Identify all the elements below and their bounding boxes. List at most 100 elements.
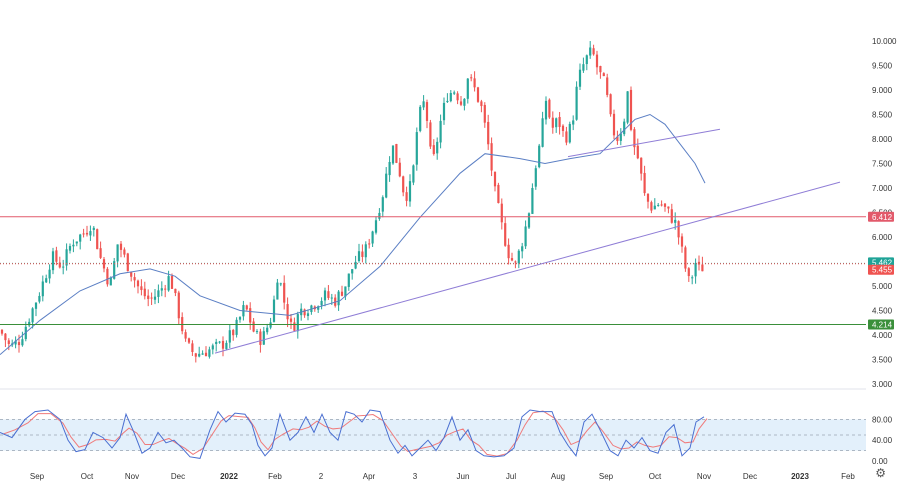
candle-body [51,251,55,271]
candle-body [215,341,218,345]
candle-body [89,231,92,236]
candle-body [41,281,44,297]
candle-body [201,353,204,355]
candle-body [344,286,347,297]
candle-body [119,243,123,250]
candle-body [34,302,38,309]
candle-body [62,266,65,268]
candle-body [218,341,221,343]
candle-body [38,295,41,302]
candle-body [150,297,153,299]
candle-body [75,241,78,244]
time-tick-label: Nov [125,472,139,481]
candle-body [402,176,405,193]
candle-body [164,288,167,290]
candle-body [650,202,653,211]
price-tick-label: 8.500 [872,111,893,120]
candle-body [623,121,626,135]
candle-body [160,288,163,291]
candle-body [82,233,85,235]
candle-body [340,291,344,296]
candle-body [589,47,592,56]
candle-body [558,117,561,127]
candle-body [371,231,374,244]
candle-body [153,296,157,300]
candle-body [527,213,531,228]
candle-body [317,306,320,310]
candle-body [555,118,558,128]
oscillator-tick-label: 0.00 [872,457,888,466]
candle-body [405,192,408,201]
time-tick-label: Feb [841,472,855,481]
oscillator-tick-label: 80.00 [872,415,893,424]
candle-body [684,247,687,269]
time-tick-label: Dec [743,472,757,481]
candle-body [31,308,34,323]
candle-body [245,305,248,310]
candle-body [272,299,276,322]
candle-body [514,261,517,263]
candle-body [208,349,211,357]
candle-body [653,205,656,210]
candle-body [483,104,486,123]
price-tag-label: 6.412 [872,213,893,222]
time-tick-label: Aug [551,472,565,481]
price-tick-label: 5.000 [872,282,893,291]
candle-body [459,101,463,105]
candle-body [646,193,650,202]
time-tick-label: Apr [363,472,376,481]
candle-body [109,277,112,286]
candle-body [677,221,680,238]
candle-body [293,322,296,331]
candle-body [595,54,599,68]
gear-icon[interactable]: ⚙ [875,466,886,480]
candle-body [170,275,174,289]
candle-body [415,132,418,165]
candle-body [422,101,425,108]
candle-body [187,338,191,343]
price-tick-label: 3.500 [872,356,893,365]
candle-body [626,91,629,123]
candle-body [660,204,663,206]
candle-body [174,288,177,294]
candle-body [252,321,255,332]
candle-body [463,98,466,106]
candle-body [480,101,483,107]
candle-body [531,187,534,214]
candle-body [21,339,24,346]
candle-body [548,99,551,118]
candle-body [429,122,432,147]
candle-body [72,244,75,247]
candle-body [388,161,391,176]
candle-body [266,327,269,333]
candle-body [7,340,10,344]
candle-body [221,340,225,349]
candle-body [504,223,507,246]
time-tick-label: Oct [649,472,662,481]
candle-body [177,292,180,319]
candle-body [140,286,143,291]
oscillator-axis: 80.00 40.00 0.00 [872,415,893,466]
candle-body [102,259,106,269]
price-tag-label: 4.214 [872,321,893,330]
candle-body [198,353,201,357]
candle-body [330,297,333,299]
candle-body [466,78,469,99]
candle-body [99,248,102,258]
candle-body [534,168,537,187]
candle-body [568,123,571,143]
candle-body [493,171,497,187]
candle-body [585,55,588,65]
candle-body [425,102,429,121]
stochastic-k-line [0,409,705,459]
candle-body [374,220,378,233]
candle-body [133,277,136,281]
candle-body [592,48,595,55]
candle-body [476,87,480,102]
candle-body [65,249,68,266]
candle-body [92,227,95,230]
candle-body [306,313,310,317]
candle-body [361,251,364,257]
